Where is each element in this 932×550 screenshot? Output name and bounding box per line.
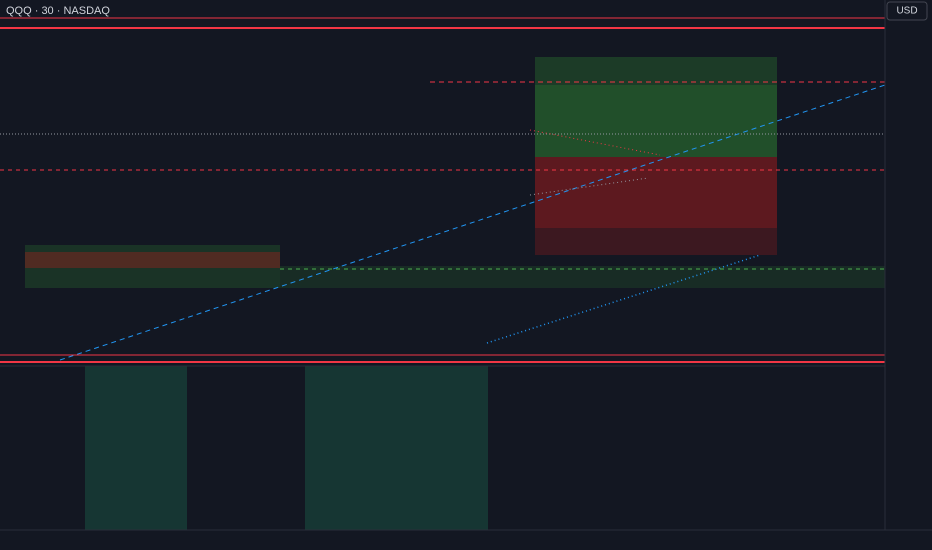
target-zone (535, 85, 777, 157)
currency-label[interactable]: USD (896, 6, 917, 17)
currency-button[interactable] (886, 1, 928, 21)
indicator-region (85, 366, 187, 530)
demand-zone (25, 245, 280, 288)
stop-zone (535, 228, 777, 255)
indicator-region (305, 366, 488, 530)
trendline (59, 84, 886, 361)
zone-band (25, 252, 280, 268)
target-zone (535, 57, 777, 85)
stop-zone (535, 157, 777, 228)
demand-zone-extension (280, 266, 885, 288)
symbol-title: QQQ · 30 · NASDAQ (6, 5, 110, 17)
